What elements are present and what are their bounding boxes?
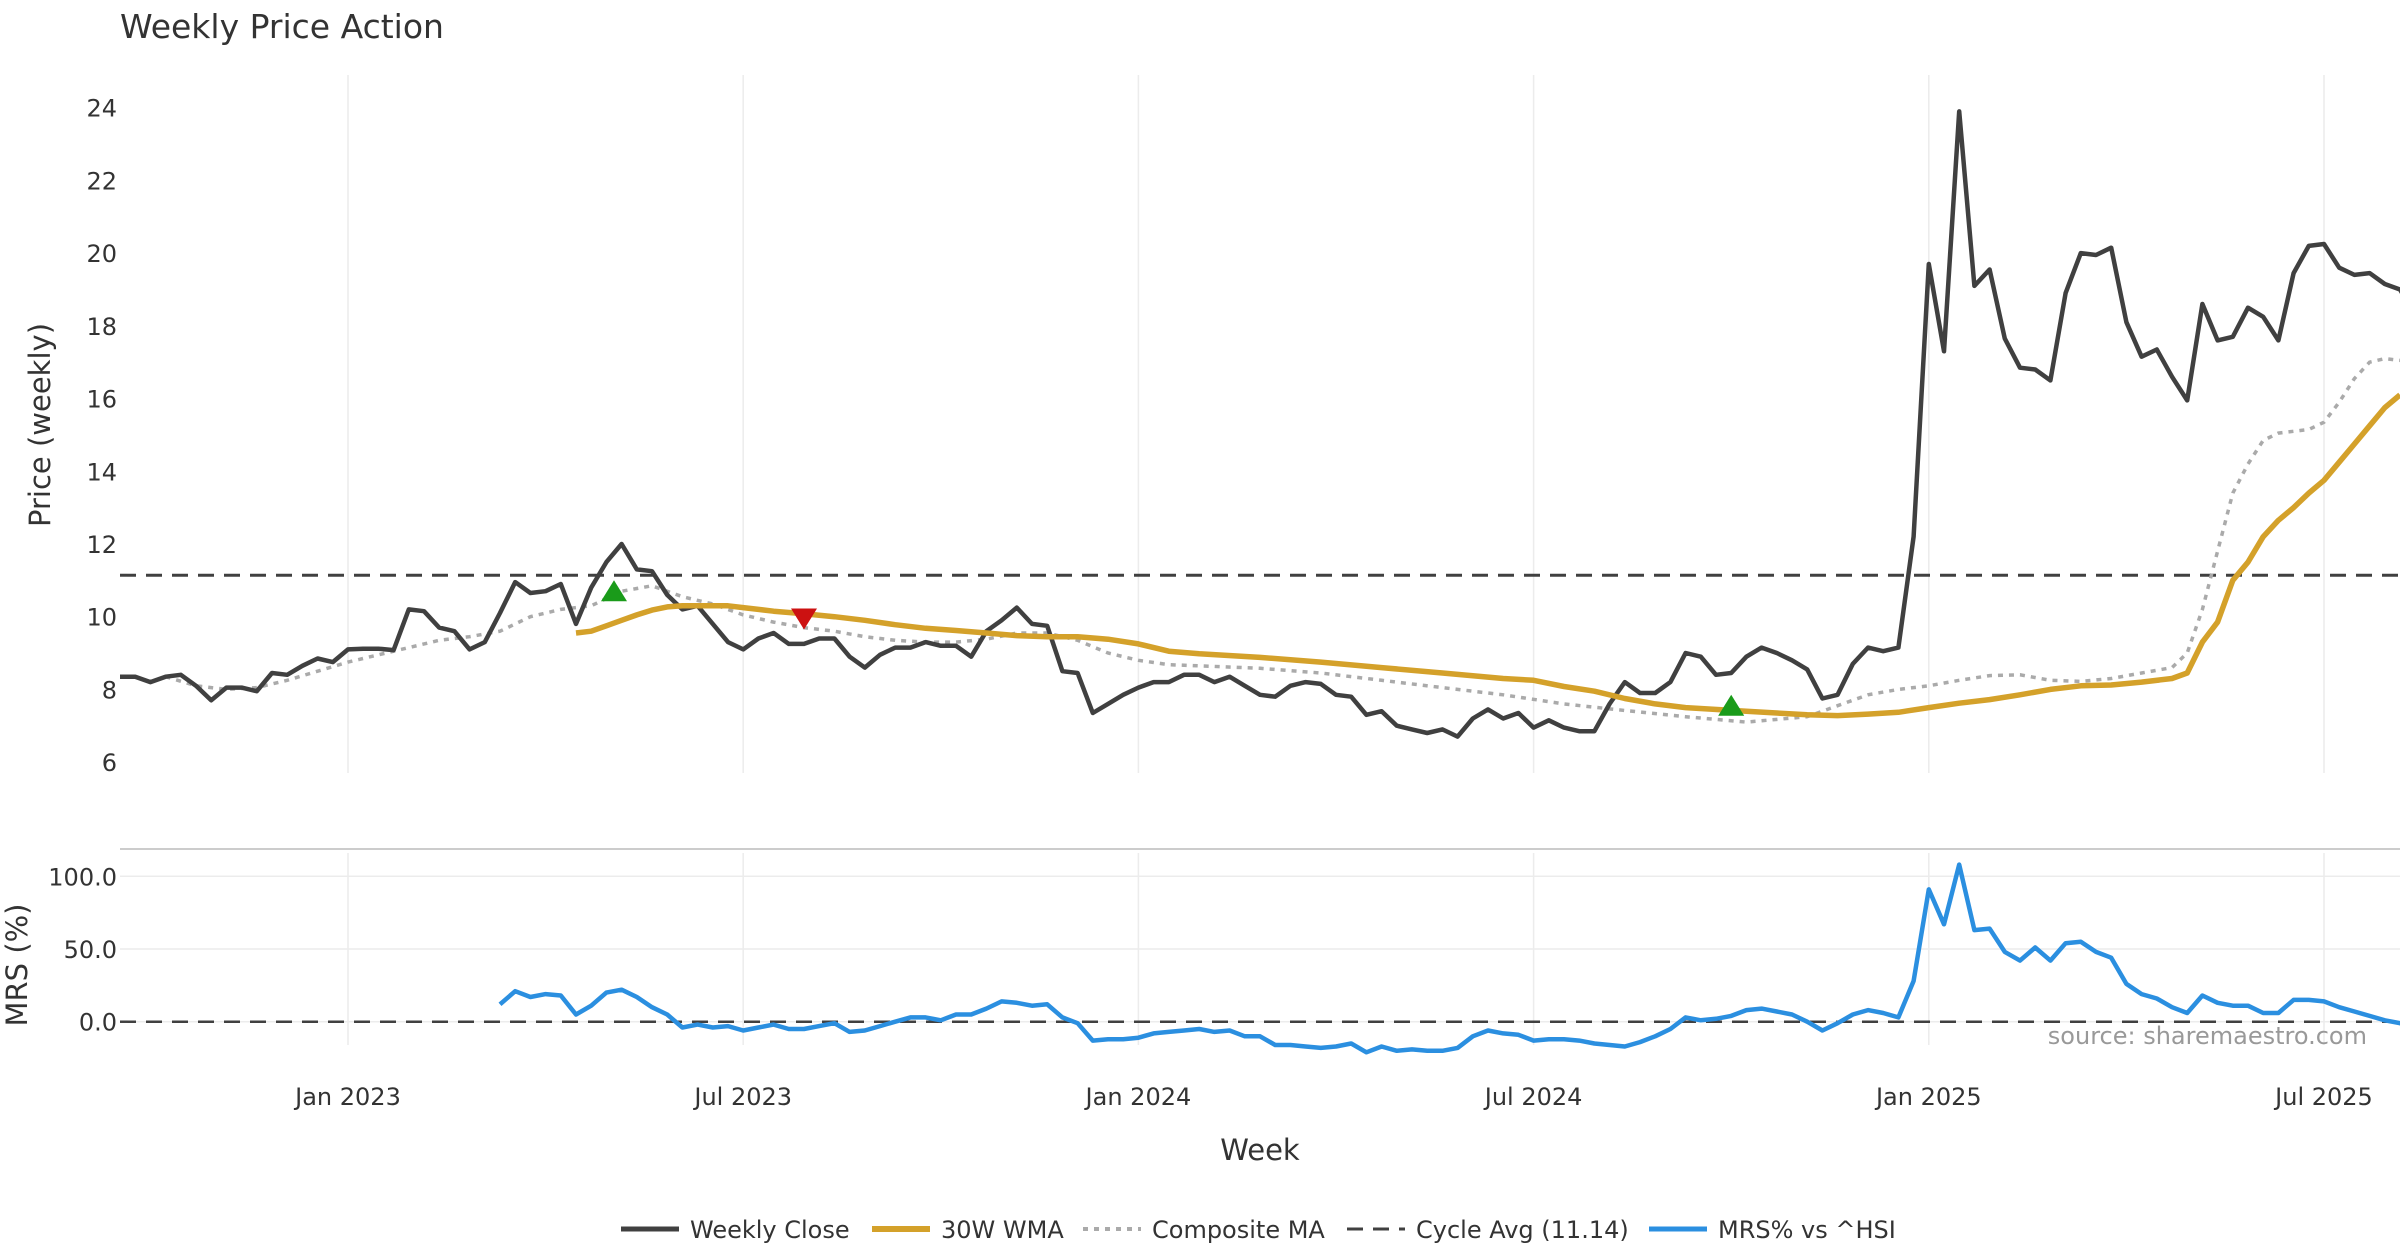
price-y-tick-label: 14 [86,458,117,486]
buy-signal-marker [1718,694,1745,716]
legend-item: 30W WMA [872,1216,1064,1244]
price-y-tick-label: 22 [86,167,117,195]
mrs-y-tick-label: 50.0 [64,936,117,964]
price-y-tick-label: 10 [86,604,117,632]
legend-item: Weekly Close [621,1216,850,1244]
mrs-y-ticks: 0.0 50.0 100.0 [48,863,117,1036]
price-y-tick-label: 6 [102,749,117,777]
legend-label: 30W WMA [941,1216,1064,1244]
legend-item: Cycle Avg (11.14) [1347,1216,1629,1244]
buy-signal-marker [601,580,627,602]
price-y-tick-label: 20 [86,240,117,268]
price-y-tick-label: 8 [102,676,117,704]
composite-ma-line [165,356,2400,724]
legend-label: Composite MA [1152,1216,1325,1244]
legend: Weekly Close 30W WMA Composite MA Cycle Avg… [621,1216,1896,1244]
x-tick-label: Jan 2025 [1874,1083,1982,1111]
price-y-tick-label: 18 [86,313,117,341]
x-tick-label: Jul 2025 [2273,1083,2373,1111]
signal-markers [601,580,1745,716]
source-text: source: sharemaestro.com [2048,1022,2367,1050]
x-ticks: Jan 2023 Jul 2023 Jan 2024 Jul 2024 Jan 2025… [293,1083,2373,1111]
x-tick-label: Jan 2023 [293,1083,401,1111]
mrs-axis-label: MRS (%) [0,904,34,1027]
price-y-tick-label: 12 [86,531,117,559]
x-axis-label: Week [1220,1133,1300,1167]
legend-item: MRS% vs ^HSI [1649,1216,1896,1244]
legend-label: Weekly Close [690,1216,850,1244]
legend-label: MRS% vs ^HSI [1718,1216,1896,1244]
x-tick-label: Jul 2023 [692,1083,792,1111]
price-gridlines [347,75,2325,773]
price-y-ticks: 6 8 10 12 14 16 18 20 22 24 [86,95,117,777]
chart-title: Weekly Price Action [120,7,444,46]
sell-signal-marker [791,608,817,630]
mrs-line [498,862,2400,1055]
x-tick-label: Jul 2024 [1483,1083,1583,1111]
mrs-y-tick-label: 0.0 [79,1009,117,1037]
wma-30w-line [575,392,2400,719]
price-y-tick-label: 16 [86,386,117,414]
legend-label: Cycle Avg (11.14) [1416,1216,1629,1244]
price-y-tick-label: 24 [86,95,117,123]
weekly-close-line [120,109,2400,739]
price-axis-label: Price (weekly) [23,323,57,527]
x-tick-label: Jan 2024 [1084,1083,1192,1111]
legend-item: Composite MA [1083,1216,1325,1244]
mrs-y-tick-label: 100.0 [48,863,117,891]
